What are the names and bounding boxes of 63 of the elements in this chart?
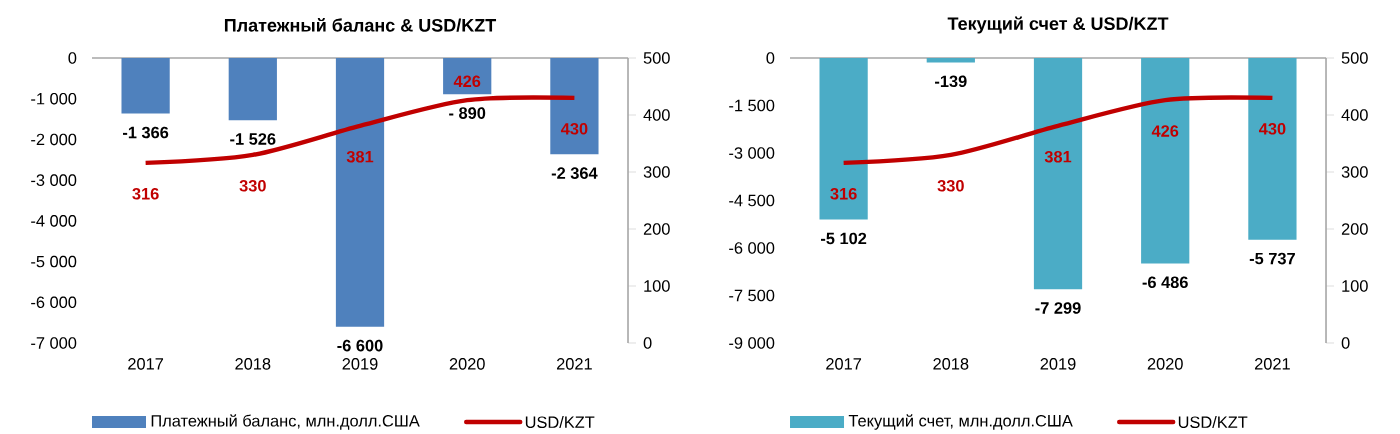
data-label: -6 600 — [337, 339, 383, 352]
y-tick-label: 0 — [68, 52, 77, 64]
x-tick-label: 2021 — [1254, 358, 1290, 370]
y-tick-label: -2 000 — [31, 133, 77, 146]
data-label: 316 — [132, 187, 159, 200]
y2-tick-label: 300 — [1341, 166, 1368, 178]
y2-tick-label: 300 — [643, 166, 670, 178]
y2-tick-label: 400 — [643, 109, 670, 121]
data-label: 426 — [453, 75, 481, 88]
data-label: 426 — [1151, 125, 1179, 137]
data-label: -1 366 — [122, 126, 169, 139]
legend-label: USD/KZT — [1178, 415, 1248, 429]
y-tick-label: -6 000 — [729, 242, 775, 254]
x-tick-label: 2018 — [933, 358, 969, 370]
x-tick-label: 2019 — [1040, 358, 1076, 370]
y2-tick-label: 100 — [1342, 280, 1368, 292]
data-label: 381 — [1044, 150, 1072, 163]
y2-tick-label: 400 — [1341, 109, 1368, 121]
legend-label: USD/KZT — [525, 415, 595, 429]
y2-tick-label: 500 — [1341, 52, 1368, 64]
y2-tick-label: 200 — [643, 223, 670, 235]
data-label: 316 — [830, 187, 857, 200]
y-tick-label: -4 500 — [729, 194, 775, 207]
y-tick-label: -9 000 — [729, 337, 775, 349]
x-tick-label: 2017 — [128, 358, 164, 370]
legend-label: Платежный баланс, млн.долл.США — [151, 414, 420, 430]
y-tick-label: -1 500 — [729, 99, 775, 112]
data-label: 381 — [346, 150, 374, 163]
x-tick-label: 2018 — [235, 358, 271, 370]
data-label: 330 — [239, 179, 266, 192]
x-tick-label: 2020 — [1147, 358, 1183, 370]
x-tick-label: 2019 — [342, 358, 378, 370]
y-tick-label: -1 000 — [31, 92, 77, 105]
data-label: 330 — [937, 179, 964, 192]
y2-tick-label: 500 — [643, 52, 670, 64]
y-tick-label: -3 000 — [729, 147, 775, 159]
y-tick-label: -4 000 — [31, 215, 77, 227]
data-label: -2 364 — [551, 167, 598, 179]
data-label: - 890 — [449, 107, 486, 119]
chart-title: Платежный баланс & USD/KZT — [224, 18, 497, 32]
data-label: 430 — [1258, 122, 1286, 135]
x-tick-label: 2021 — [556, 358, 592, 370]
y2-tick-label: 0 — [643, 337, 652, 349]
chart-title: Текущий счет & USD/KZT — [947, 16, 1169, 34]
y-tick-label: 0 — [766, 52, 775, 64]
data-label: -5 102 — [820, 232, 867, 245]
legend-label: Текущий счет, млн.долл.США — [848, 414, 1073, 430]
x-tick-label: 2020 — [449, 358, 485, 370]
data-label: -139 — [935, 75, 967, 88]
data-label: 430 — [560, 122, 588, 135]
y-tick-label: -6 000 — [31, 296, 77, 309]
y-tick-label: -3 000 — [31, 174, 77, 186]
y-tick-label: -7 500 — [729, 289, 775, 302]
x-tick-label: 2017 — [826, 358, 862, 370]
y2-tick-label: 100 — [644, 280, 670, 292]
y-tick-label: -7 000 — [31, 337, 77, 349]
y2-tick-label: 0 — [1341, 337, 1350, 349]
y2-tick-label: 200 — [1341, 223, 1368, 235]
data-label: -6 486 — [1142, 276, 1188, 289]
data-label: -5 737 — [1249, 252, 1295, 265]
y-tick-label: -5 000 — [31, 255, 77, 268]
data-label: -1 526 — [230, 133, 276, 145]
data-label: -7 299 — [1035, 302, 1081, 314]
